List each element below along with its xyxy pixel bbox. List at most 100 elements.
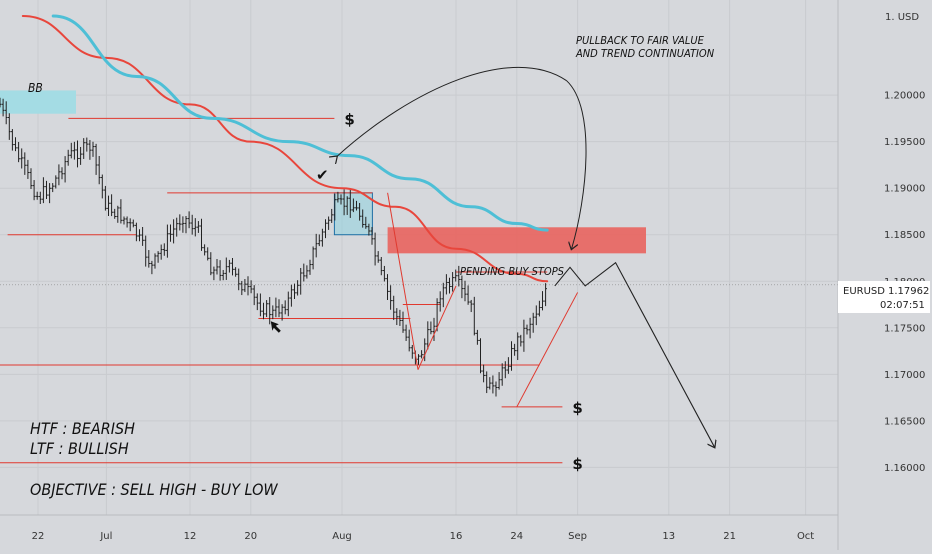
ohlc-bar	[494, 381, 498, 397]
ohlc-bar	[327, 216, 330, 230]
ohlc-bar	[544, 283, 547, 307]
ohlc-bar	[531, 312, 535, 333]
ohlc-bar	[159, 244, 163, 260]
ohlc-bar	[361, 209, 365, 228]
ohlc-bar	[457, 265, 461, 287]
ohlc-bar	[116, 205, 120, 223]
ohlc-bar	[38, 191, 42, 205]
ltf-note: LTF : BULLISH	[30, 439, 129, 458]
ohlc-bar	[398, 309, 402, 326]
ohlc-bar	[128, 218, 132, 232]
ohlc-bar	[141, 226, 144, 246]
ohlc-bar	[42, 177, 45, 204]
ohlc-bar	[73, 141, 76, 160]
ohlc-bar	[395, 308, 399, 326]
ohlc-bar	[280, 304, 284, 321]
zone-box	[387, 227, 646, 254]
ohlc-bar	[35, 191, 39, 200]
ohlc-bar	[66, 149, 70, 166]
ohlc-bar	[240, 280, 244, 296]
ohlc-bar	[302, 263, 306, 282]
ohlc-bar	[373, 232, 377, 266]
ohlc-bar	[466, 285, 470, 305]
ohlc-bar	[228, 259, 231, 273]
y-tick-label: 1.16000	[884, 463, 925, 474]
ohlc-bar	[100, 174, 104, 199]
ohlc-bar	[389, 285, 392, 310]
pullback-arrow-right	[566, 80, 587, 249]
ohlc-bar	[4, 101, 8, 125]
ohlc-bar	[503, 361, 507, 379]
ohlc-bar	[355, 200, 358, 211]
ohlc-bar	[522, 319, 526, 352]
ohlc-bar	[367, 223, 371, 236]
plot-background	[0, 0, 838, 515]
ohlc-bar	[97, 156, 101, 185]
ohlc-bar	[324, 219, 327, 239]
ohlc-bar	[197, 221, 200, 233]
ohlc-bar	[308, 259, 312, 275]
x-tick-label: 21	[723, 531, 736, 542]
ohlc-bar	[259, 293, 262, 317]
y-tick-label: 1.17500	[884, 323, 925, 334]
moving-average-red	[21, 15, 549, 283]
ohlc-bar	[234, 267, 237, 277]
ohlc-bar	[290, 284, 293, 307]
ohlc-bar	[11, 129, 14, 151]
ohlc-bar	[513, 343, 516, 356]
ohlc-bar	[441, 282, 445, 308]
x-tick-label: 13	[662, 531, 675, 542]
y-tick-label: 1.18500	[884, 230, 925, 241]
ohlc-bar	[255, 293, 259, 311]
ohlc-bar	[404, 324, 408, 341]
ohlc-bar	[200, 218, 203, 251]
ohlc-bar	[435, 298, 439, 332]
ohlc-bar	[491, 375, 495, 394]
ohlc-bar	[336, 191, 340, 203]
ohlc-bar	[156, 251, 160, 263]
ohlc-bar	[162, 243, 166, 256]
ohlc-bar	[113, 208, 117, 219]
ohlc-bar	[14, 137, 17, 152]
last-price-symbol: EURUSD	[843, 286, 885, 297]
ohlc-bar	[94, 143, 98, 175]
ohlc-bar	[345, 196, 349, 215]
ohlc-bar	[172, 219, 175, 244]
ohlc-bar	[51, 183, 55, 193]
ohlc-bar	[293, 283, 296, 300]
ohlc-bar	[429, 321, 433, 335]
ohlc-bar	[516, 332, 520, 361]
ohlc-bar	[460, 275, 464, 299]
ohlc-bar	[69, 142, 73, 159]
ohlc-bar	[469, 299, 473, 313]
x-tick-label: 16	[450, 531, 463, 542]
ohlc-bar	[311, 246, 315, 270]
ohlc-bar	[249, 280, 253, 294]
ohlc-bar	[212, 266, 216, 281]
ohlc-bar	[1, 98, 5, 117]
ohlc-bar	[283, 300, 287, 315]
ohlc-bar	[445, 274, 448, 295]
ohlc-bar	[333, 193, 337, 221]
ohlc-bar	[299, 267, 303, 295]
ohlc-bar	[60, 167, 64, 180]
y-tick-label: 1.19000	[884, 184, 925, 195]
ohlc-bar	[150, 260, 154, 275]
check-mark: ✔	[316, 166, 329, 184]
ohlc-bar	[352, 198, 355, 213]
ohlc-bar	[181, 216, 185, 233]
x-tick-label: 20	[244, 531, 257, 542]
ohlc-bar	[451, 272, 454, 292]
ohlc-bar	[131, 219, 135, 228]
ohlc-bar	[358, 202, 361, 221]
x-tick-label: 12	[184, 531, 197, 542]
ohlc-bar	[265, 300, 268, 317]
x-tick-label: 24	[510, 531, 523, 542]
ohlc-bar	[386, 274, 389, 300]
ohlc-bar	[104, 185, 107, 211]
ohlc-bar	[57, 164, 61, 186]
ohlc-bar	[479, 338, 482, 374]
last-price-badge	[838, 281, 930, 313]
